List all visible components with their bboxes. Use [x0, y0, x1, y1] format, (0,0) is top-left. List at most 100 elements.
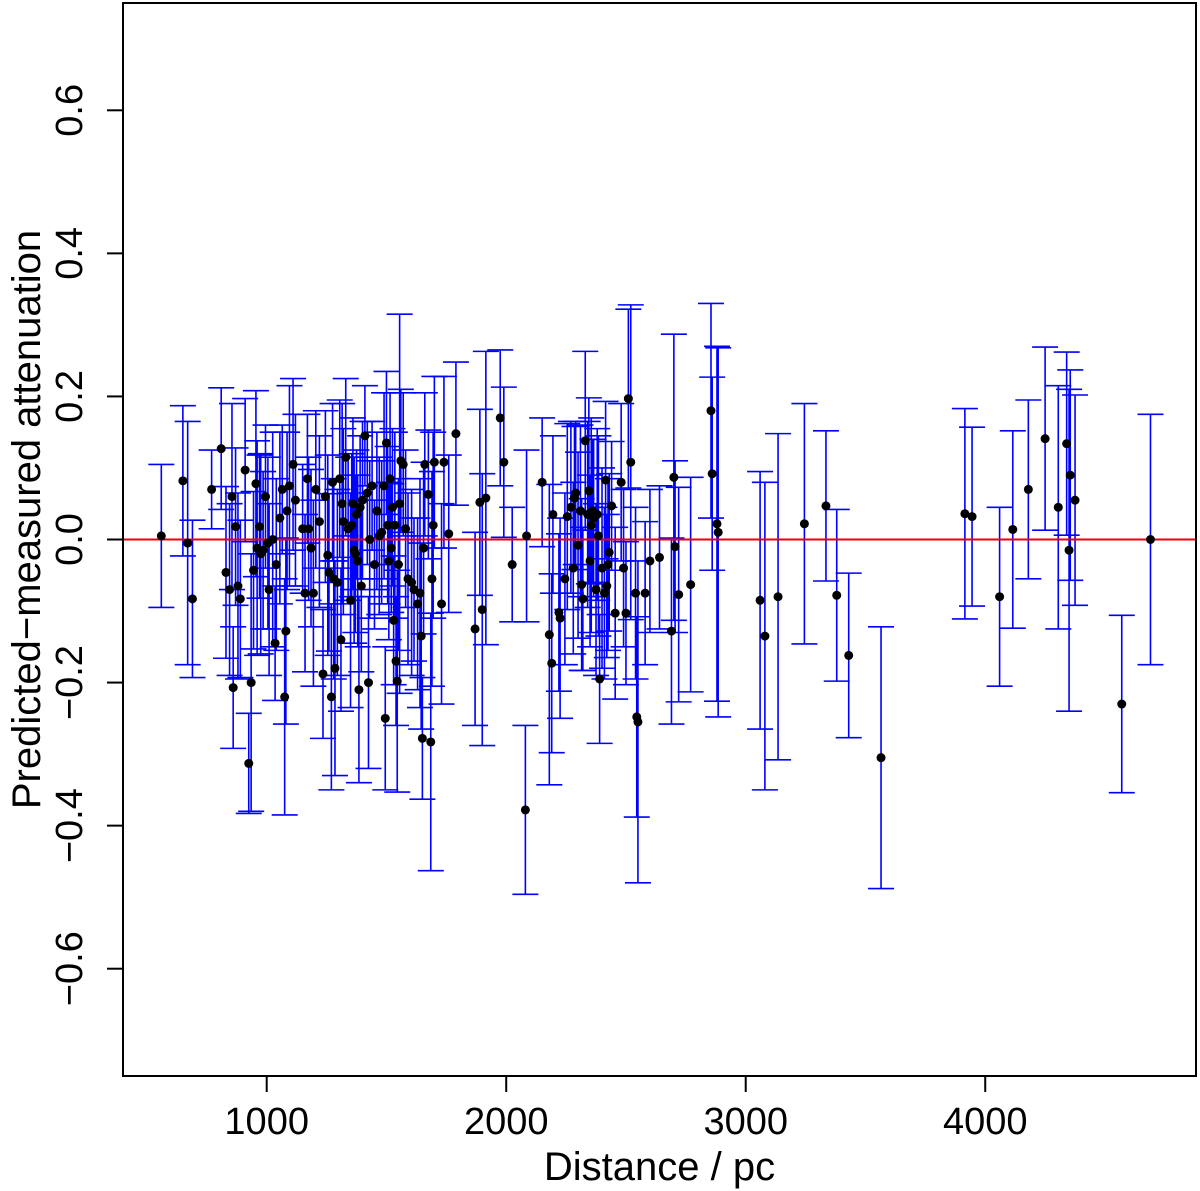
- data-point: [377, 527, 387, 537]
- data-point: [760, 631, 770, 641]
- data-point: [522, 531, 532, 541]
- data-point: [592, 509, 602, 519]
- data-point: [300, 588, 310, 598]
- data-point: [350, 549, 360, 559]
- x-axis-title: Distance / pc: [544, 1145, 775, 1189]
- data-point: [384, 556, 394, 566]
- data-point: [413, 599, 423, 609]
- data-point: [566, 502, 576, 512]
- data-point: [1008, 524, 1018, 534]
- data-point: [573, 540, 583, 550]
- data-point: [555, 613, 565, 623]
- x-tick-label: 3000: [703, 1101, 788, 1143]
- data-point: [537, 477, 547, 487]
- data-point: [603, 560, 613, 570]
- data-point: [415, 588, 425, 598]
- data-point: [420, 459, 430, 469]
- data-point: [352, 509, 362, 519]
- y-tick-label: 0.0: [49, 513, 91, 566]
- data-point: [626, 457, 636, 467]
- data-point: [308, 588, 318, 598]
- data-point: [390, 520, 400, 530]
- data-point: [328, 477, 338, 487]
- y-axis-title: Predicted−measured attenuation: [5, 230, 49, 809]
- data-point: [604, 547, 614, 557]
- data-point: [568, 563, 578, 573]
- data-point: [707, 469, 717, 479]
- x-tick-label: 4000: [943, 1101, 1028, 1143]
- data-point: [451, 429, 461, 439]
- data-point: [383, 520, 393, 530]
- data-point: [270, 638, 280, 648]
- data-point: [520, 805, 530, 815]
- data-point: [595, 674, 605, 684]
- data-point: [240, 465, 250, 475]
- data-point: [666, 626, 676, 636]
- data-point: [621, 608, 631, 618]
- data-point: [645, 556, 655, 566]
- data-point: [586, 520, 596, 530]
- data-point: [231, 522, 241, 532]
- data-point: [713, 527, 723, 537]
- data-point: [428, 520, 438, 530]
- data-point: [571, 488, 581, 498]
- data-point: [686, 580, 696, 590]
- data-point: [271, 560, 281, 570]
- data-point: [799, 519, 809, 529]
- data-point: [348, 499, 358, 509]
- data-point: [335, 474, 345, 484]
- data-point: [584, 486, 594, 496]
- data-point: [323, 550, 333, 560]
- x-tick-label: 1000: [224, 1101, 309, 1143]
- data-point: [417, 733, 427, 743]
- data-point: [602, 581, 612, 591]
- data-point: [324, 567, 334, 577]
- data-point: [562, 512, 572, 522]
- data-point: [336, 635, 346, 645]
- data-point: [235, 594, 245, 604]
- data-point: [363, 678, 373, 688]
- data-point: [187, 594, 197, 604]
- data-point: [227, 492, 237, 502]
- data-point: [225, 585, 235, 595]
- data-point: [332, 577, 342, 587]
- data-point: [876, 753, 886, 763]
- data-point: [347, 520, 357, 530]
- data-point: [284, 481, 294, 491]
- data-point: [444, 529, 454, 539]
- data-point: [423, 489, 433, 499]
- data-point: [318, 669, 328, 679]
- data-point: [282, 506, 292, 516]
- data-point: [548, 509, 558, 519]
- data-point: [216, 444, 226, 454]
- data-point: [354, 685, 364, 695]
- data-point: [419, 543, 429, 553]
- data-point: [1065, 470, 1075, 480]
- data-point: [381, 438, 391, 448]
- data-point: [1145, 535, 1155, 544]
- data-point: [655, 552, 664, 562]
- data-point: [281, 626, 291, 636]
- data-point: [244, 758, 254, 768]
- data-point: [401, 524, 411, 534]
- data-point: [712, 519, 722, 529]
- data-point: [304, 524, 314, 534]
- data-point: [755, 595, 765, 605]
- data-point: [365, 535, 375, 544]
- y-tick-label: −0.4: [49, 788, 91, 863]
- data-point: [367, 481, 377, 491]
- data-point: [386, 543, 396, 553]
- data-point: [706, 406, 716, 416]
- data-point: [346, 595, 356, 605]
- data-point: [593, 531, 603, 541]
- data-point: [385, 474, 395, 484]
- data-point: [591, 585, 601, 595]
- data-point: [544, 630, 554, 640]
- data-point: [495, 413, 505, 423]
- data-point: [353, 556, 363, 566]
- data-point: [470, 624, 480, 634]
- data-point: [393, 560, 403, 570]
- data-point: [616, 477, 626, 487]
- data-point: [995, 592, 1005, 602]
- data-point: [832, 590, 842, 600]
